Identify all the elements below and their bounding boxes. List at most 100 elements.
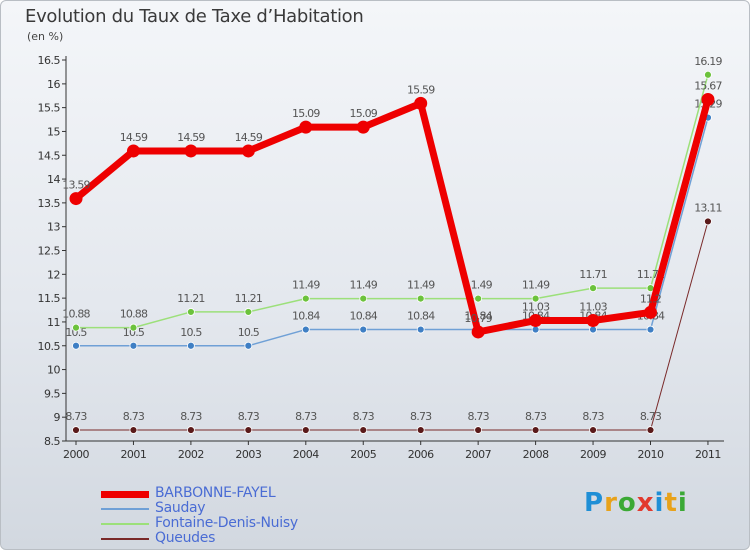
data-label-barbonne-fayel: 15.59 (407, 83, 435, 96)
data-point-barbonne-fayel (241, 144, 255, 158)
data-point-barbonne-fayel (299, 120, 313, 134)
data-label-fontaine-denis-nuisy: 11.49 (407, 279, 435, 292)
data-point-fontaine-denis-nuisy (704, 70, 712, 79)
data-label-queudes: 8.73 (582, 410, 604, 423)
data-label-barbonne-fayel: 11.03 (579, 301, 607, 314)
x-tick-label: 2000 (63, 448, 89, 461)
data-point-sauday (416, 325, 425, 334)
data-point-barbonne-fayel (69, 192, 83, 206)
data-point-queudes (416, 426, 425, 434)
series-line-queudes (75, 220, 709, 431)
data-label-queudes: 8.73 (180, 410, 202, 423)
data-point-fontaine-denis-nuisy (129, 323, 138, 332)
data-point-fontaine-denis-nuisy (474, 294, 483, 303)
data-point-fontaine-denis-nuisy (186, 308, 195, 316)
x-tick-label: 2007 (465, 448, 491, 461)
data-point-queudes (531, 426, 540, 434)
data-label-sauday: 10.84 (407, 310, 435, 323)
x-tick-label: 2002 (178, 448, 204, 461)
data-label-queudes: 8.73 (123, 410, 145, 423)
legend-swatch (101, 538, 149, 540)
data-point-sauday (129, 341, 138, 350)
data-label-fontaine-denis-nuisy: 10.88 (62, 308, 90, 321)
data-label-fontaine-denis-nuisy: 11.71 (579, 268, 607, 281)
data-label-sauday: 10.84 (292, 310, 320, 323)
legend-label: BARBONNE-FAYEL (155, 485, 276, 501)
y-tick-label: 15 (47, 125, 60, 138)
chart-title: Evolution du Taux de Taxe d’Habitation (25, 6, 364, 27)
x-tick-label: 2008 (523, 448, 549, 461)
data-point-queudes (129, 426, 138, 434)
data-point-barbonne-fayel (414, 96, 428, 110)
data-point-queudes (301, 426, 310, 434)
data-label-queudes: 8.73 (238, 410, 260, 423)
data-point-barbonne-fayel (184, 144, 198, 158)
data-point-queudes (72, 426, 80, 434)
data-label-queudes: 8.73 (640, 410, 662, 423)
data-point-fontaine-denis-nuisy (531, 294, 540, 303)
data-point-fontaine-denis-nuisy (359, 294, 368, 303)
data-point-sauday (244, 341, 253, 350)
y-tick-label: 9 (54, 411, 61, 424)
data-point-barbonne-fayel (126, 144, 140, 158)
data-point-fontaine-denis-nuisy (244, 308, 253, 316)
data-label-barbonne-fayel: 15.09 (292, 107, 320, 120)
data-label-sauday: 10.5 (180, 326, 202, 339)
data-point-fontaine-denis-nuisy (72, 323, 80, 332)
data-label-fontaine-denis-nuisy: 16.19 (694, 55, 722, 68)
data-label-fontaine-denis-nuisy: 11.21 (235, 292, 263, 305)
data-point-queudes (589, 426, 597, 434)
data-label-barbonne-fayel: 15.67 (694, 80, 722, 93)
x-tick-label: 2011 (695, 448, 721, 461)
data-label-sauday: 10.84 (350, 310, 378, 323)
data-point-barbonne-fayel (471, 325, 485, 339)
data-label-queudes: 8.73 (295, 410, 317, 423)
data-label-barbonne-fayel: 14.59 (177, 131, 205, 144)
data-label-barbonne-fayel: 13.59 (62, 179, 90, 192)
legend-label: Queudes (155, 530, 216, 546)
data-label-fontaine-denis-nuisy: 11.49 (350, 279, 378, 292)
data-point-barbonne-fayel (701, 93, 715, 107)
y-tick-label: 8.5 (44, 435, 60, 448)
data-point-barbonne-fayel (529, 314, 543, 328)
unit-label: (en %) (27, 30, 64, 43)
data-label-fontaine-denis-nuisy: 11.21 (177, 292, 205, 305)
data-label-queudes: 8.73 (353, 410, 375, 423)
data-label-barbonne-fayel: 14.59 (120, 131, 148, 144)
data-point-sauday (301, 325, 310, 334)
legend-label: Fontaine-Denis-Nuisy (155, 515, 298, 531)
data-label-sauday: 10.5 (65, 326, 87, 339)
data-point-queudes (646, 426, 655, 434)
x-tick-label: 2006 (408, 448, 434, 461)
data-label-barbonne-fayel: 11.2 (640, 292, 661, 305)
data-point-queudes (474, 426, 483, 434)
data-point-sauday (531, 325, 540, 334)
y-tick-label: 13 (47, 221, 60, 234)
y-tick-label: 9.5 (44, 387, 60, 400)
y-tick-label: 10.5 (38, 340, 61, 353)
data-label-fontaine-denis-nuisy: 11.49 (522, 279, 550, 292)
data-label-fontaine-denis-nuisy: 11.49 (464, 279, 492, 292)
data-point-fontaine-denis-nuisy (301, 294, 310, 303)
y-tick-label: 15.5 (38, 102, 61, 115)
data-point-barbonne-fayel (356, 120, 370, 134)
data-point-queudes (244, 426, 253, 434)
y-tick-label: 12.5 (38, 245, 61, 258)
legend-swatch (101, 523, 149, 525)
legend-swatch (101, 508, 149, 510)
data-point-barbonne-fayel (586, 314, 600, 328)
brand-letter: i (654, 488, 665, 518)
series-line-fontaine-denis-nuisy (75, 74, 709, 329)
data-point-sauday (72, 341, 80, 350)
y-tick-label: 16 (47, 78, 60, 91)
brand-letter: x (636, 488, 655, 518)
y-tick-label: 13.5 (38, 197, 61, 210)
y-tick-label: 11.5 (38, 292, 61, 305)
x-tick-label: 2010 (638, 448, 664, 461)
data-point-sauday (186, 341, 195, 350)
x-tick-label: 2001 (120, 448, 146, 461)
data-point-fontaine-denis-nuisy (589, 284, 597, 293)
data-label-barbonne-fayel: 15.09 (350, 107, 378, 120)
